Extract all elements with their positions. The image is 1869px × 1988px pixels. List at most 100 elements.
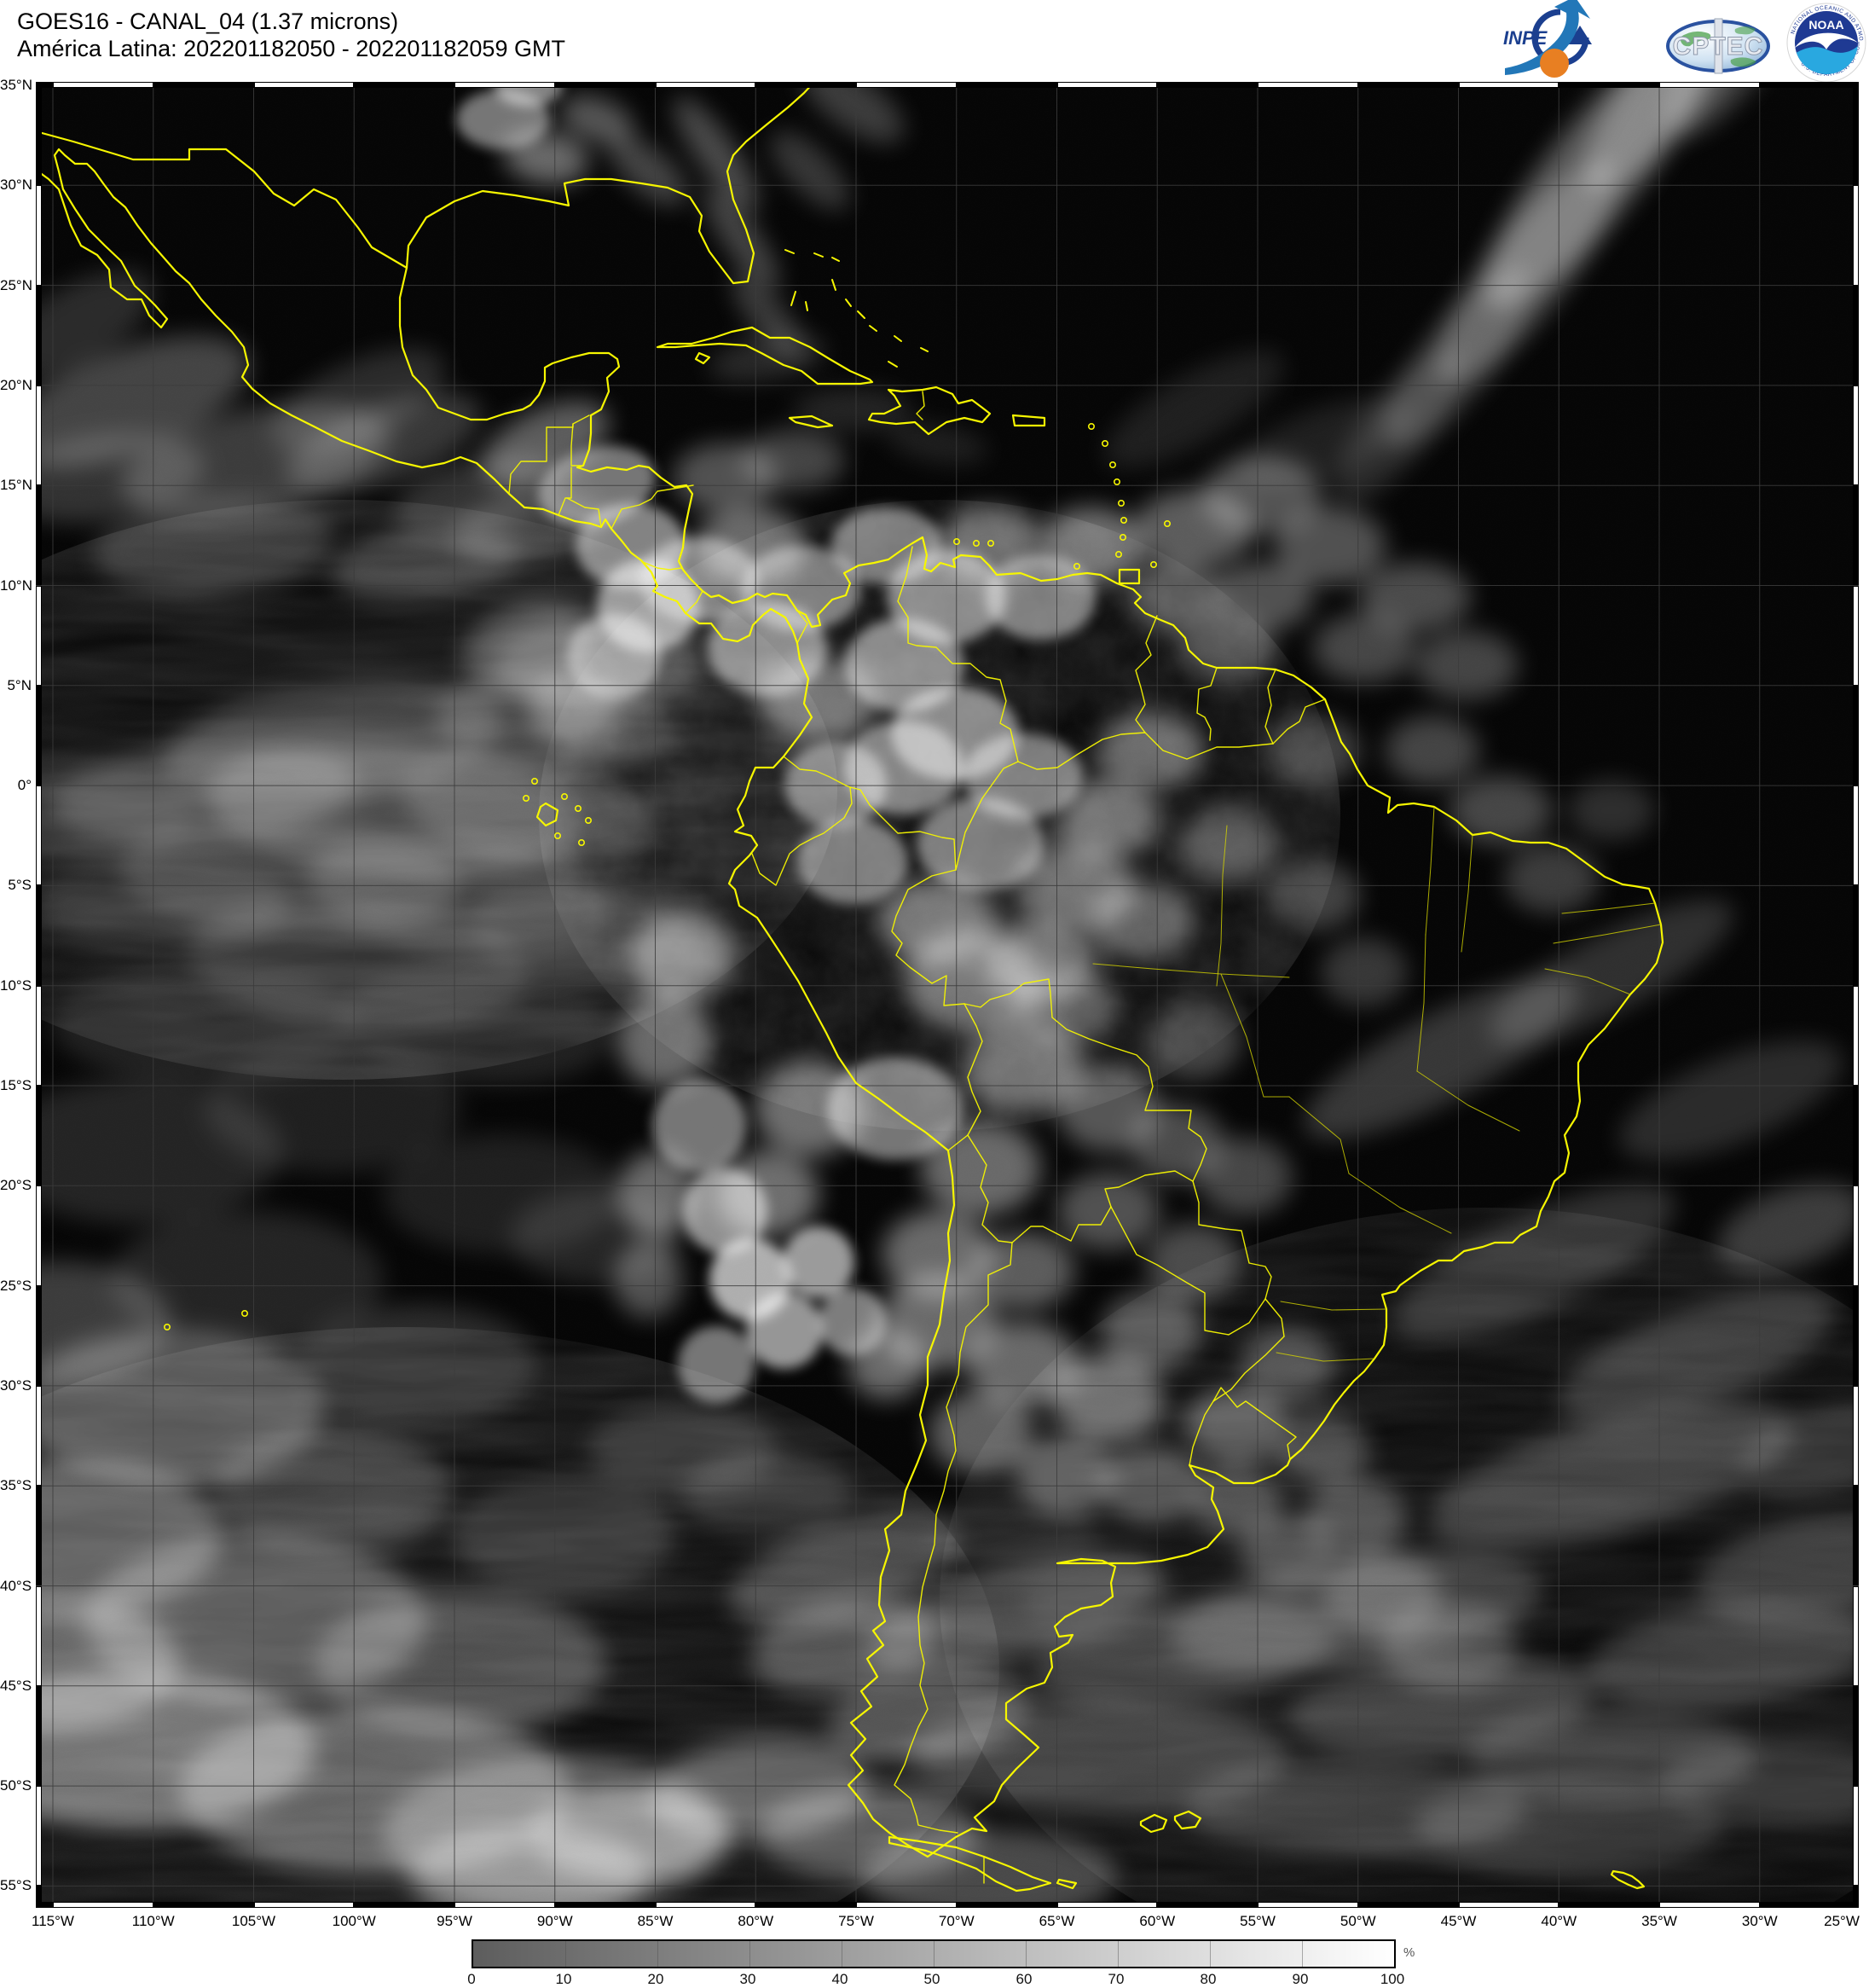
frame-segment bbox=[1157, 82, 1258, 88]
frame-segment bbox=[1357, 1902, 1459, 1908]
frame-segment bbox=[36, 1786, 42, 1887]
frame-segment bbox=[36, 1385, 42, 1487]
lon-label: 60°W bbox=[1139, 1913, 1176, 1929]
colorbar-tick-label: 90 bbox=[1292, 1971, 1309, 1987]
frame-segment bbox=[36, 685, 42, 786]
map-frame bbox=[36, 82, 1859, 1908]
lat-label: 5°S bbox=[8, 877, 32, 894]
frame-segment bbox=[554, 1902, 656, 1908]
colorbar-tick bbox=[1026, 1941, 1027, 1967]
lat-label: 15°S bbox=[0, 1077, 32, 1093]
frame-segment bbox=[36, 1086, 42, 1186]
frame-segment bbox=[53, 82, 153, 88]
lon-label: 80°W bbox=[738, 1913, 774, 1929]
lat-label: 15°N bbox=[0, 477, 32, 494]
lat-label: 25°N bbox=[0, 276, 32, 293]
frame-segment bbox=[856, 1902, 957, 1908]
colorbar-tick-label: 100 bbox=[1380, 1971, 1405, 1987]
lon-label: 70°W bbox=[938, 1913, 975, 1929]
lon-label: 35°W bbox=[1641, 1913, 1677, 1929]
frame-segment bbox=[1853, 685, 1859, 786]
frame-segment bbox=[1853, 1886, 1859, 1908]
frame-segment bbox=[153, 1902, 254, 1908]
frame-segment bbox=[36, 82, 42, 186]
frame-segment bbox=[1853, 1585, 1859, 1686]
lon-label: 45°W bbox=[1440, 1913, 1477, 1929]
frame-segment bbox=[454, 82, 555, 88]
reflectance-colorbar bbox=[472, 1939, 1396, 1968]
lat-label: 45°S bbox=[0, 1677, 32, 1694]
frame-segment bbox=[36, 185, 42, 286]
frame-segment bbox=[554, 82, 656, 88]
lon-label: 85°W bbox=[637, 1913, 674, 1929]
lat-label: 20°N bbox=[0, 376, 32, 393]
colorbar-tick bbox=[1118, 1941, 1119, 1967]
frame-segment bbox=[36, 785, 42, 886]
frame-segment bbox=[1659, 82, 1760, 88]
lon-label: 25°W bbox=[1824, 1913, 1860, 1929]
lat-label: 35°N bbox=[0, 77, 32, 93]
lat-label: 40°S bbox=[0, 1577, 32, 1594]
colorbar-tick bbox=[565, 1941, 566, 1967]
frame-segment bbox=[755, 1902, 856, 1908]
frame-segment bbox=[1853, 1285, 1859, 1386]
cptec-label: CPTEC bbox=[1673, 32, 1764, 61]
frame-segment bbox=[1659, 1902, 1760, 1908]
frame-segment bbox=[1357, 82, 1459, 88]
colorbar-tick-label: 30 bbox=[739, 1971, 756, 1987]
frame-segment bbox=[36, 1285, 42, 1386]
frame-segment bbox=[36, 485, 42, 586]
lat-label: 30°S bbox=[0, 1377, 32, 1394]
frame-segment bbox=[1853, 385, 1859, 486]
lon-label: 115°W bbox=[32, 1913, 74, 1929]
lon-label: 90°W bbox=[536, 1913, 573, 1929]
colorbar-tick bbox=[749, 1941, 750, 1967]
colorbar-tick-label: 80 bbox=[1200, 1971, 1217, 1987]
product-subtitle: América Latina: 202201182050 - 202201182… bbox=[17, 36, 565, 61]
frame-segment bbox=[354, 82, 454, 88]
lat-label: 0° bbox=[17, 777, 32, 794]
lon-label: 110°W bbox=[131, 1913, 175, 1929]
colorbar-tick-label: 60 bbox=[1016, 1971, 1033, 1987]
lat-label: 50°S bbox=[0, 1777, 32, 1794]
lon-label: 30°W bbox=[1741, 1913, 1778, 1929]
inpe-label: INPE bbox=[1503, 27, 1548, 49]
frame-segment bbox=[1853, 885, 1859, 986]
frame-segment bbox=[36, 385, 42, 486]
colorbar-tick-label: 40 bbox=[831, 1971, 848, 1987]
frame-segment bbox=[36, 1886, 42, 1908]
frame-segment bbox=[956, 1902, 1057, 1908]
frame-segment bbox=[1559, 82, 1659, 88]
frame-segment bbox=[36, 585, 42, 686]
frame-segment bbox=[1056, 82, 1158, 88]
lat-label: 25°S bbox=[0, 1277, 32, 1294]
colorbar-unit: % bbox=[1403, 1945, 1415, 1960]
latlon-gridlines bbox=[36, 82, 1859, 1908]
frame-segment bbox=[36, 82, 53, 88]
lon-label: 65°W bbox=[1039, 1913, 1075, 1929]
frame-segment bbox=[36, 985, 42, 1086]
frame-segment bbox=[1759, 82, 1859, 88]
lat-label: 30°N bbox=[0, 177, 32, 194]
colorbar-tick bbox=[1302, 1941, 1303, 1967]
frame-segment bbox=[655, 82, 756, 88]
lat-label: 10°S bbox=[0, 977, 32, 994]
lon-label: 95°W bbox=[437, 1913, 472, 1929]
frame-segment bbox=[1258, 82, 1358, 88]
inpe-logo: INPE bbox=[1503, 0, 1592, 78]
frame-segment bbox=[1853, 585, 1859, 686]
cptec-logo: CPTEC bbox=[1666, 18, 1770, 74]
lon-label: 55°W bbox=[1240, 1913, 1276, 1929]
frame-segment bbox=[1853, 1385, 1859, 1487]
coastline-borders bbox=[36, 82, 1664, 1892]
frame-segment bbox=[1258, 1902, 1358, 1908]
frame-segment bbox=[1853, 185, 1859, 286]
lat-label: 20°S bbox=[0, 1177, 32, 1194]
lon-label: 50°W bbox=[1340, 1913, 1376, 1929]
lat-label: 5°N bbox=[7, 676, 32, 693]
frame-segment bbox=[655, 1902, 756, 1908]
colorbar-tick-label: 10 bbox=[555, 1971, 572, 1987]
frame-segment bbox=[36, 1685, 42, 1787]
lon-label: 100°W bbox=[332, 1913, 376, 1929]
frame-segment bbox=[36, 1486, 42, 1586]
